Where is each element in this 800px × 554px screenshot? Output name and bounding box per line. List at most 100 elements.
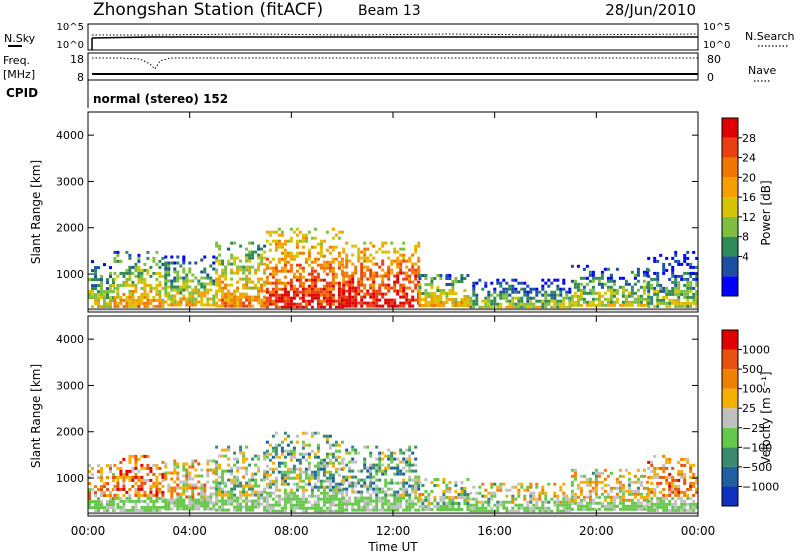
power-colorbar-swatch	[722, 256, 738, 277]
power-cell	[475, 296, 479, 300]
power-cell	[155, 262, 159, 266]
velocity-cell	[298, 497, 302, 501]
power-cell	[236, 286, 240, 290]
velocity-cell	[538, 509, 542, 513]
velocity-cell	[248, 493, 252, 497]
velocity-cell	[248, 481, 252, 485]
velocity-cell	[280, 449, 284, 453]
velocity-cell	[143, 466, 147, 470]
velocity-cell	[399, 460, 403, 464]
velocity-cell	[369, 463, 373, 467]
power-cell	[360, 271, 364, 275]
velocity-cell	[650, 508, 654, 512]
velocity-cell	[573, 471, 577, 475]
power-cell	[345, 283, 349, 287]
velocity-cell	[277, 455, 281, 459]
power-cell	[442, 301, 446, 304]
velocity-cell	[499, 482, 503, 486]
velocity-cell	[283, 497, 287, 501]
power-cell	[146, 298, 150, 302]
velocity-cell	[627, 477, 631, 481]
power-cell	[418, 274, 422, 277]
velocity-cell	[683, 478, 687, 482]
velocity-cell	[523, 497, 527, 501]
power-cell	[203, 276, 207, 280]
x-tick-label: 00:00	[71, 524, 106, 538]
power-cell	[360, 262, 364, 266]
velocity-cell	[442, 481, 446, 484]
velocity-cell	[357, 451, 361, 455]
velocity-cell	[239, 484, 243, 488]
power-cell	[140, 295, 144, 299]
power-cell	[221, 298, 225, 302]
power-cell	[224, 292, 228, 296]
velocity-cell	[624, 504, 628, 508]
velocity-cell	[451, 496, 455, 499]
power-cell	[600, 294, 604, 298]
velocity-cell	[517, 509, 521, 513]
power-cell	[576, 264, 580, 268]
velocity-cell	[242, 475, 246, 479]
power-cell	[155, 283, 159, 287]
power-cell	[348, 304, 352, 308]
velocity-cell	[396, 457, 400, 461]
velocity-cell	[122, 478, 126, 482]
velocity-cell	[594, 492, 598, 496]
power-cell	[544, 290, 548, 294]
velocity-cell	[674, 505, 678, 509]
power-cell	[484, 305, 488, 309]
velocity-cell	[245, 496, 249, 500]
velocity-cell	[277, 488, 281, 492]
power-cell	[402, 283, 406, 287]
power-cell	[588, 291, 592, 295]
power-cell	[662, 295, 666, 299]
velocity-cell	[319, 497, 323, 501]
power-cell	[263, 268, 267, 272]
power-cell	[310, 272, 314, 276]
velocity-cell	[176, 498, 180, 502]
power-cell	[292, 290, 296, 294]
velocity-cell	[325, 497, 329, 501]
power-cell	[463, 298, 467, 301]
power-cell	[345, 280, 349, 284]
velocity-cell	[493, 482, 497, 486]
power-cell	[116, 286, 120, 290]
power-cell	[360, 298, 364, 302]
velocity-cell	[460, 481, 464, 484]
power-cell	[439, 277, 443, 280]
power-cell	[254, 286, 258, 290]
power-cell	[402, 256, 406, 260]
velocity-cell	[517, 491, 521, 495]
velocity-cell	[609, 471, 613, 475]
velocity-cell	[369, 484, 373, 488]
power-cell	[351, 298, 355, 302]
velocity-cell	[167, 504, 171, 508]
velocity-cell	[615, 486, 619, 490]
velocity-cell	[532, 497, 536, 501]
power-cell	[408, 280, 412, 284]
velocity-cell	[307, 482, 311, 486]
power-cell	[188, 285, 192, 289]
power-cell	[529, 287, 533, 291]
power-cell	[529, 290, 533, 294]
power-cell	[227, 247, 231, 251]
power-cell	[544, 296, 548, 300]
power-cell	[689, 271, 693, 275]
velocity-cell	[167, 501, 171, 505]
power-cell	[280, 269, 284, 273]
power-colorbar-swatch	[722, 216, 738, 237]
velocity-cell	[277, 461, 281, 465]
velocity-cell	[405, 448, 409, 452]
velocity-cell	[128, 493, 132, 497]
power-cell	[695, 283, 699, 287]
power-cell	[179, 303, 183, 307]
velocity-cell	[665, 496, 669, 500]
velocity-cell	[116, 493, 120, 497]
velocity-cell	[689, 463, 693, 467]
velocity-cell	[579, 486, 583, 490]
velocity-cell	[197, 480, 201, 484]
velocity-cell	[140, 508, 144, 512]
power-cell	[289, 266, 293, 270]
power-cell	[418, 286, 422, 289]
velocity-cell	[448, 490, 452, 493]
